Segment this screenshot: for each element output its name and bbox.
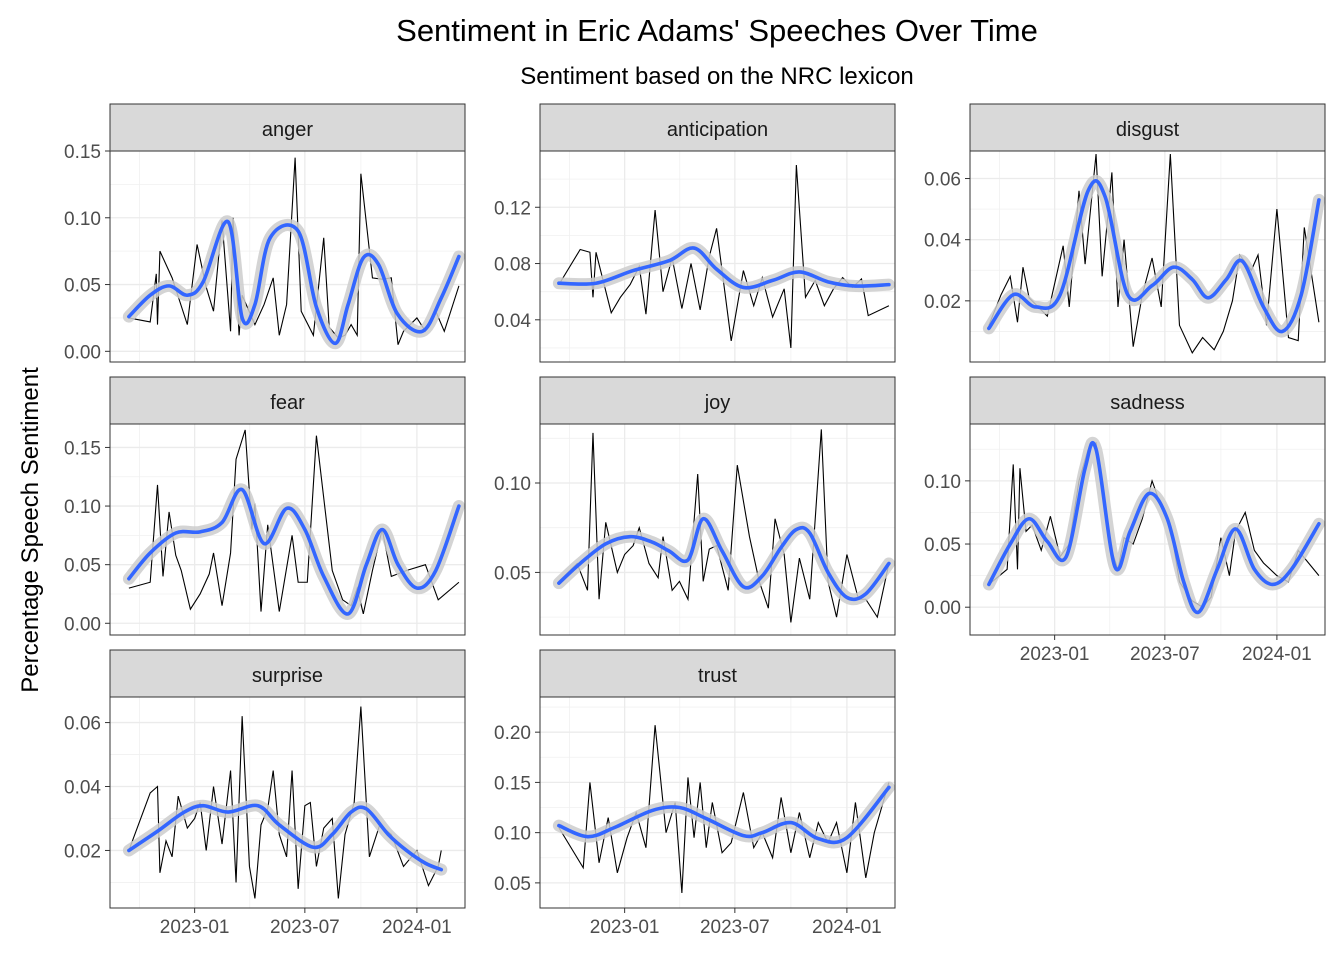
x-tick-label: 2023-07 [700, 917, 770, 938]
facet-strip [539, 103, 896, 152]
y-tick-label: 0.05 [494, 874, 531, 895]
y-tick-label: 0.10 [494, 474, 531, 495]
y-tick-label: 0.12 [494, 198, 531, 219]
facet-strip [109, 376, 466, 425]
facet-strip [109, 649, 466, 698]
facet-joy: joy 0.05 0.10 [494, 376, 896, 636]
smoothed-trend-line [127, 803, 444, 872]
smoothed-trend-line [987, 440, 1321, 615]
y-tick-label: 0.00 [924, 598, 961, 619]
panel-background [110, 697, 465, 908]
x-tick-label: 2024-01 [812, 917, 882, 938]
y-tick-label: 0.15 [64, 142, 101, 163]
smoothed-trend-line [127, 219, 461, 346]
panel-background [540, 697, 895, 908]
panel-border [109, 150, 466, 363]
panel-border [539, 696, 896, 909]
panel-background [110, 424, 465, 635]
chart-title: Sentiment in Eric Adams' Speeches Over T… [396, 13, 1038, 48]
y-tick-label: 0.10 [494, 824, 531, 845]
facet-strip-label: sadness [1110, 392, 1185, 414]
panel-border [109, 423, 466, 636]
y-tick-label: 0.05 [924, 535, 961, 556]
facet-strip [969, 376, 1326, 425]
y-tick-label: 0.05 [64, 556, 101, 577]
raw-sentiment-line [558, 165, 890, 348]
chart-subtitle: Sentiment based on the NRC lexicon [520, 63, 914, 90]
facet-surprise: surprise 0.02 0.04 0.06 2023-01 2023-07 2024-0… [64, 649, 466, 938]
y-tick-label: 0.04 [494, 311, 531, 332]
y-tick-label: 0.02 [64, 841, 101, 862]
y-tick-label: 0.08 [494, 255, 531, 276]
y-tick-label: 0.15 [64, 438, 101, 459]
x-tick-label: 2023-01 [590, 917, 660, 938]
y-tick-label: 0.15 [494, 773, 531, 794]
y-tick-label: 0.10 [924, 472, 961, 493]
y-tick-label: 0.00 [64, 342, 101, 363]
smoothed-trend-line [557, 516, 891, 602]
y-tick-label: 0.05 [494, 563, 531, 584]
smoothed-trend-line [557, 246, 891, 290]
gridlines [970, 424, 1325, 635]
x-tick-label: 2023-07 [1130, 644, 1200, 665]
y-tick-label: 0.06 [64, 714, 101, 735]
y-tick-label: 0.10 [64, 497, 101, 518]
x-tick-label: 2024-01 [382, 917, 452, 938]
facet-strip [969, 103, 1326, 152]
facet-strip [109, 103, 466, 152]
facet-strip-label: anger [262, 119, 313, 141]
facet-strip-label: surprise [252, 665, 323, 687]
y-tick-label: 0.06 [924, 170, 961, 191]
y-tick-label: 0.10 [64, 209, 101, 230]
raw-sentiment-line [128, 429, 460, 615]
panel-background [970, 151, 1325, 362]
x-tick-label: 2023-07 [270, 917, 340, 938]
smoothed-trend-line [987, 179, 1321, 334]
panel-background [540, 151, 895, 362]
facet-anger: anger 0.00 0.05 0.10 0.15 [64, 103, 466, 363]
y-tick-label: 0.04 [924, 231, 961, 252]
smoothed-trend-line [557, 785, 891, 845]
facet-trust: trust 0.05 0.10 0.15 0.20 2023-01 2023-07 2024-… [494, 649, 896, 938]
facet-strip-label: fear [270, 392, 305, 414]
smoothed-trend-line [127, 487, 461, 616]
facet-disgust: disgust 0.02 0.04 0.06 [924, 103, 1326, 363]
y-tick-label: 0.05 [64, 276, 101, 297]
panel-border [969, 150, 1326, 363]
x-tick-label: 2023-01 [1020, 644, 1090, 665]
panel-border [109, 696, 466, 909]
facet-panels: anger 0.00 0.05 0.10 0.15 anticipation 0.04 0.0… [64, 103, 1326, 938]
facet-strip-label: joy [704, 392, 731, 414]
y-tick-label: 0.04 [64, 778, 101, 799]
facet-strip [539, 649, 896, 698]
y-tick-label: 0.20 [494, 723, 531, 744]
facet-anticipation: anticipation 0.04 0.08 0.12 [494, 103, 896, 363]
facet-sadness: sadness 0.00 0.05 0.10 2023-01 2023-07 2024-01 [924, 376, 1326, 665]
panel-border [539, 150, 896, 363]
y-tick-label: 0.02 [924, 292, 961, 313]
x-tick-label: 2023-01 [160, 917, 230, 938]
x-tick-label: 2024-01 [1242, 644, 1312, 665]
facet-fear: fear 0.00 0.05 0.10 0.15 [64, 376, 466, 636]
facet-strip-label: trust [698, 665, 737, 687]
y-tick-label: 0.00 [64, 614, 101, 635]
panel-border [969, 423, 1326, 636]
gridlines [970, 151, 1325, 362]
y-axis-label: Percentage Speech Sentiment [17, 367, 44, 693]
facet-strip-label: anticipation [667, 119, 768, 141]
panel-border [539, 423, 896, 636]
raw-sentiment-line [128, 706, 442, 899]
gridlines [540, 424, 895, 635]
facet-strip-label: disgust [1116, 119, 1180, 141]
panel-background [970, 424, 1325, 635]
facet-strip [539, 376, 896, 425]
